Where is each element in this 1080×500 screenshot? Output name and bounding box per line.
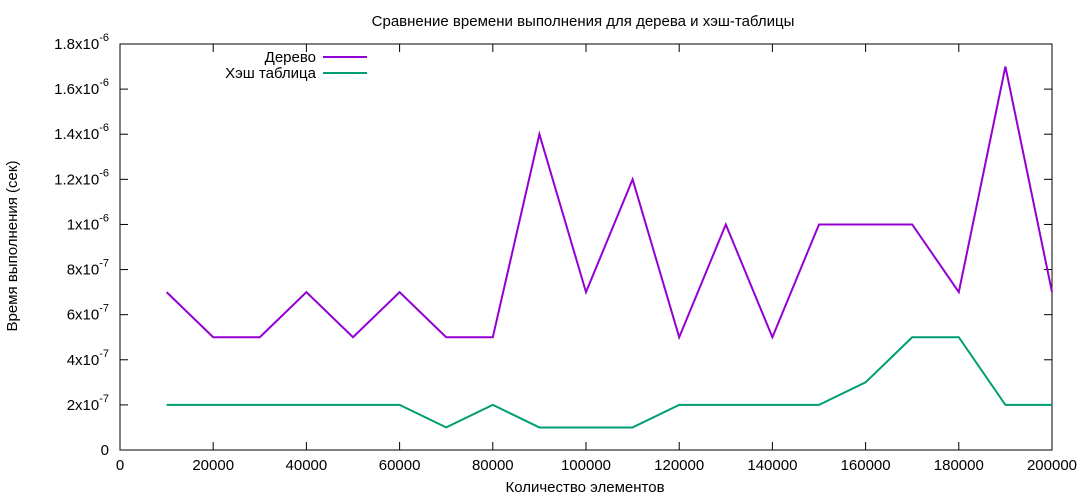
series-layer xyxy=(165,66,1053,429)
y-tick-label: 1x10-6 xyxy=(67,212,109,233)
x-tick-label: 40000 xyxy=(286,457,328,474)
x-tick-label: 200000 xyxy=(1027,457,1077,474)
x-tick-label: 20000 xyxy=(192,457,234,474)
y-tick-label: 0 xyxy=(101,442,109,459)
x-tick-label: 0 xyxy=(116,457,124,474)
y-tick-label: 2x10-7 xyxy=(67,393,109,414)
legend-item: Хэш таблица xyxy=(225,65,367,82)
series-line xyxy=(166,336,1052,429)
x-tick-label: 100000 xyxy=(561,457,611,474)
y-tick-label: 1.6x10-6 xyxy=(54,77,109,98)
x-axis-label: Количество элементов xyxy=(505,479,664,496)
series-line xyxy=(165,66,1053,341)
y-tick-label: 1.2x10-6 xyxy=(54,167,109,188)
x-tick-label: 180000 xyxy=(934,457,984,474)
x-tick-label: 60000 xyxy=(379,457,421,474)
x-tick-label: 140000 xyxy=(747,457,797,474)
x-tick-label: 120000 xyxy=(654,457,704,474)
x-tick-label: 160000 xyxy=(841,457,891,474)
x-tick-label: 80000 xyxy=(472,457,514,474)
y-axis-label: Время выполнения (сек) xyxy=(4,161,21,332)
x-axis-ticks: 0 20000 40000 60000 80000 100000 120000 140000 1… xyxy=(116,44,1077,474)
legend-label: Дерево xyxy=(265,49,316,66)
legend-label: Хэш таблица xyxy=(225,65,317,82)
chart-title: Сравнение времени выполнения для дерева … xyxy=(372,13,795,30)
legend-item: Дерево xyxy=(265,49,367,66)
y-tick-label: 1.4x10-6 xyxy=(54,122,109,143)
series-hash-table xyxy=(166,336,1053,429)
y-tick-label: 1.8x10-6 xyxy=(54,32,109,53)
y-tick-label: 8x10-7 xyxy=(67,258,109,279)
y-axis-ticks: 0 2x10-7 4x10-7 6x10-7 8x10-7 1x10-6 1.2x10-6 1… xyxy=(54,32,1052,459)
series-tree xyxy=(165,66,1053,341)
y-tick-label: 6x10-7 xyxy=(67,303,109,324)
y-tick-label: 4x10-7 xyxy=(67,348,109,369)
